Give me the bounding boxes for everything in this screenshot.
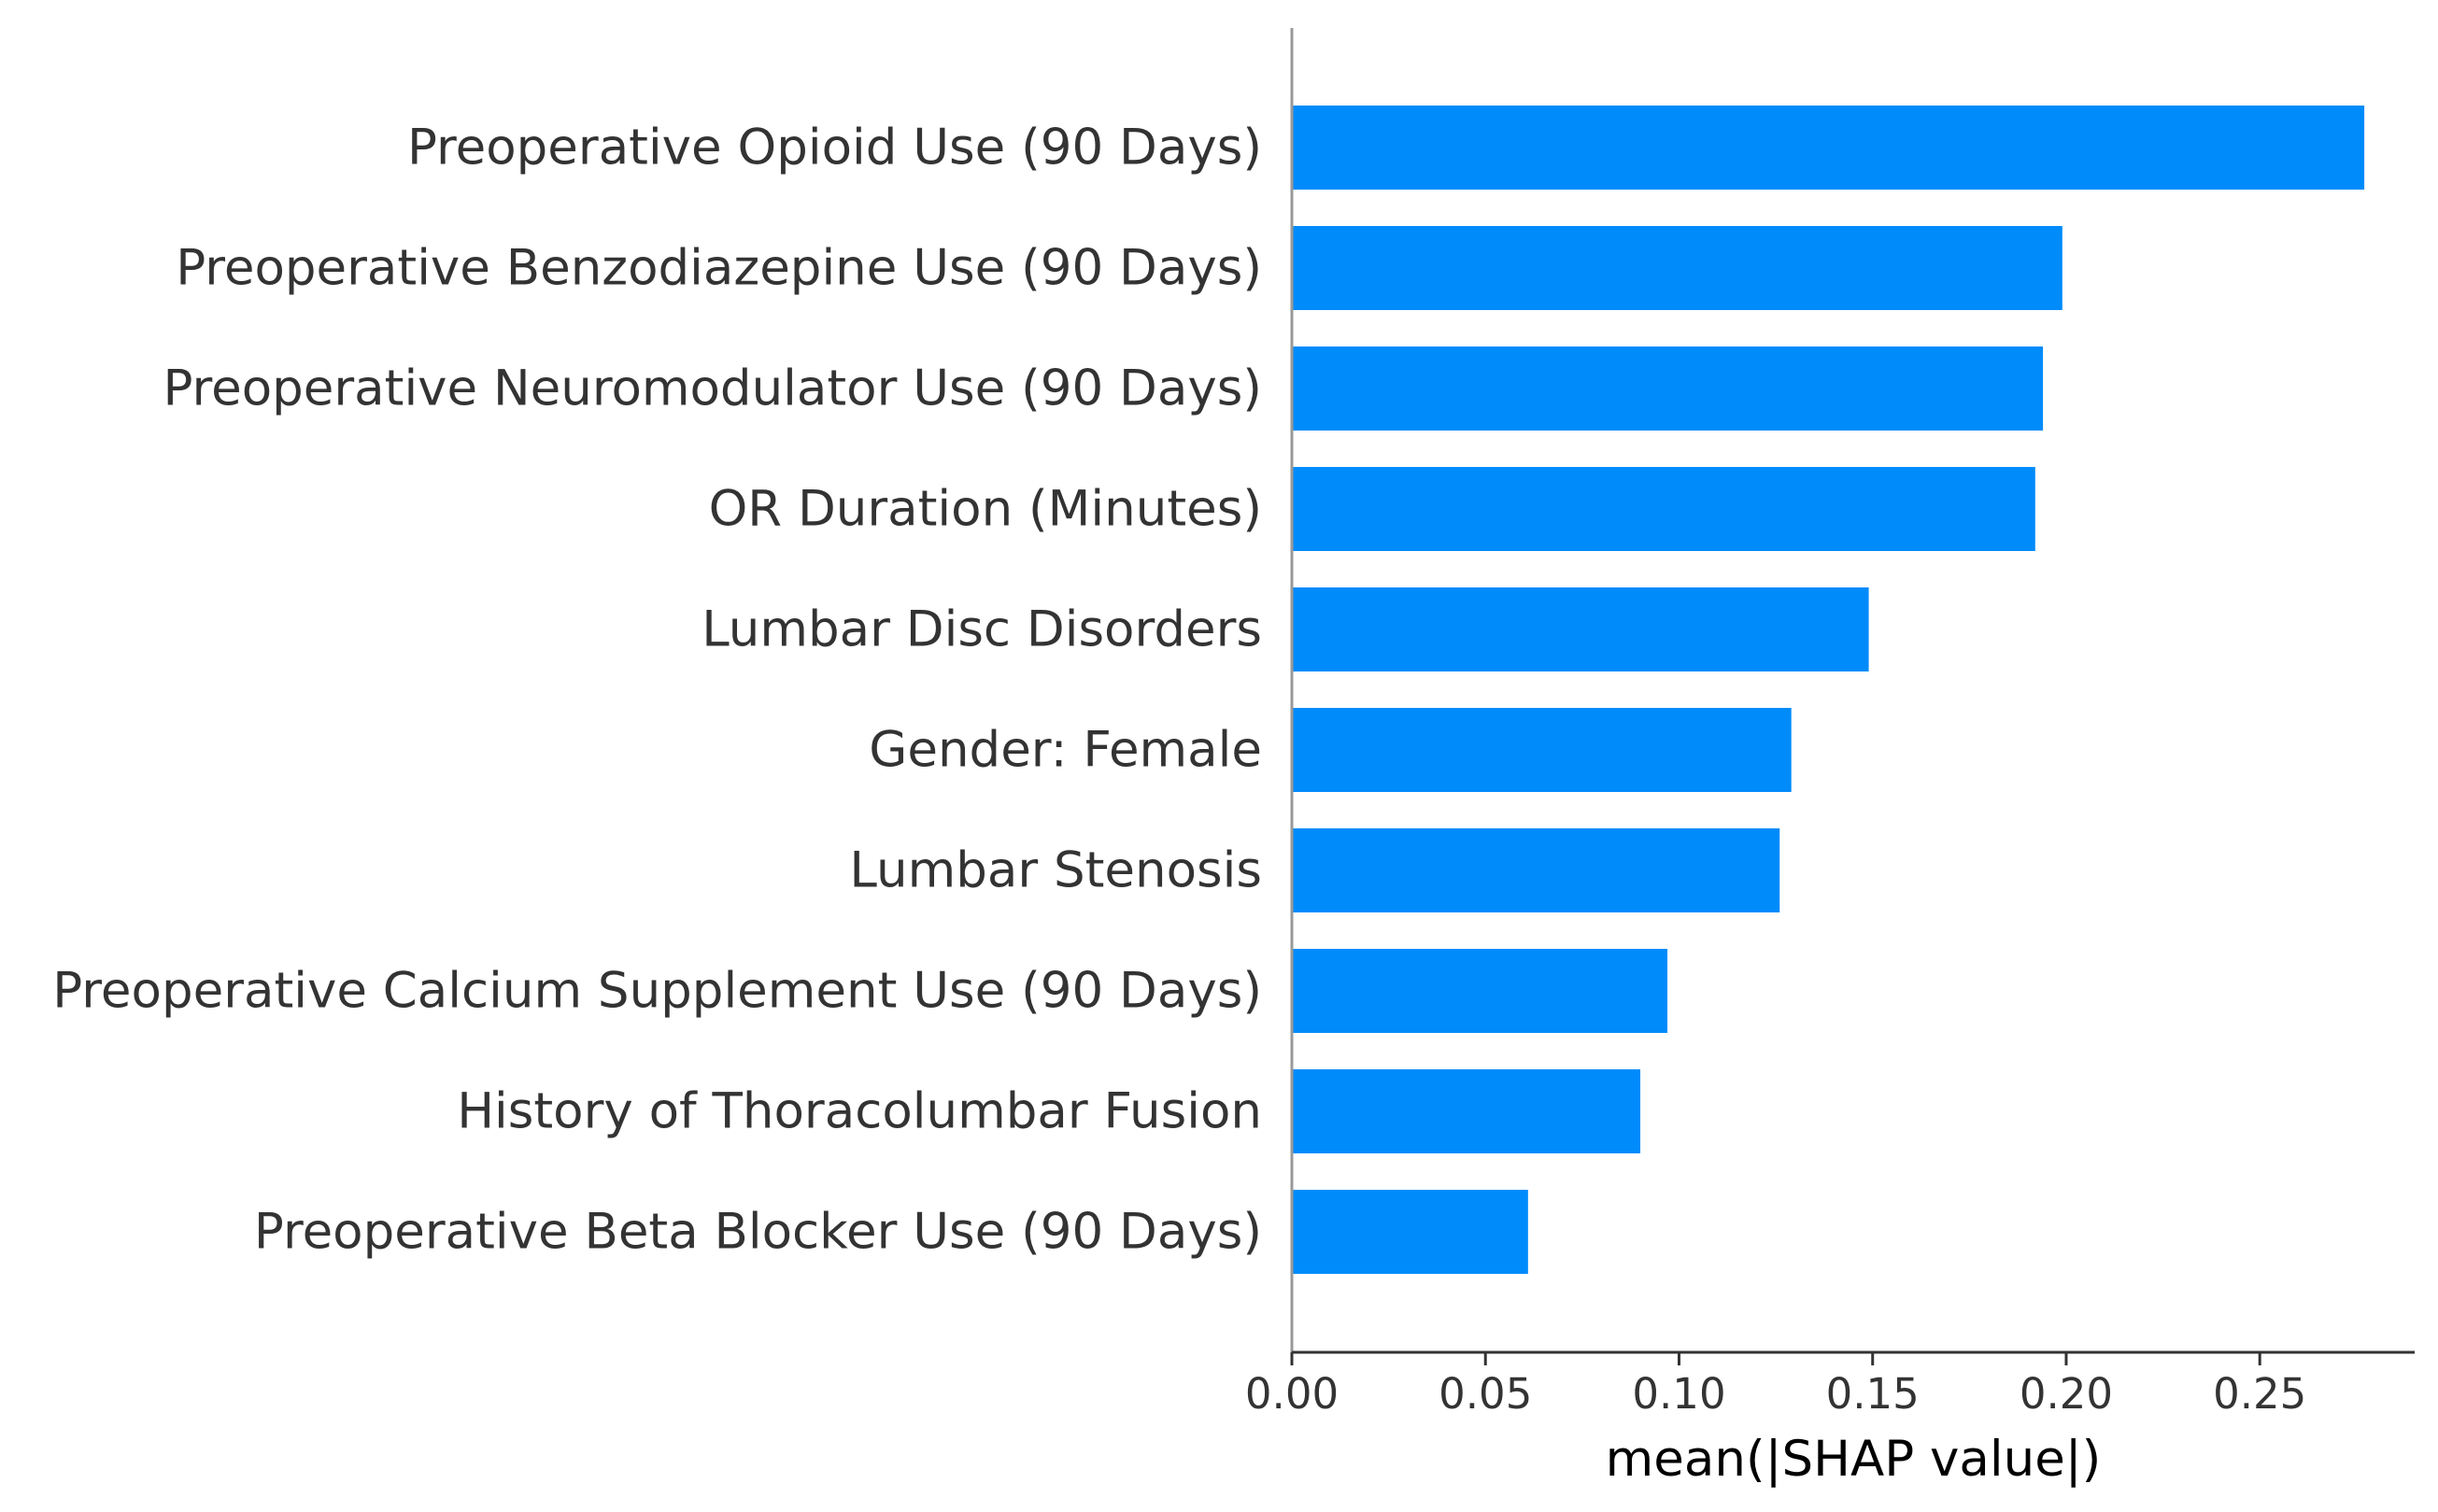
x-tick-label-6: 0.25 [2213,1369,2306,1419]
bars-layer [1292,106,2365,1274]
bar-7 [1292,828,1780,912]
x-tick-label-3: 0.10 [1632,1369,1725,1419]
y-tick-label-6: Gender: Female [869,722,1262,779]
y-tick-label-2: Preoperative Benzodiazepine Use (90 Days… [176,240,1262,297]
y-tick-label-1: Preoperative Opioid Use (90 Days) [407,120,1262,177]
y-tick-label-3: Preoperative Neuromodulator Use (90 Days… [163,360,1262,417]
x-tick-label-1: 0.00 [1245,1369,1339,1419]
y-tick-labels: Preoperative Opioid Use (90 Days) Preoper… [52,120,1262,1261]
bar-10 [1292,1190,1528,1274]
x-axis-label: mean(|SHAP value|) [1606,1431,2102,1488]
bar-4 [1292,467,2035,551]
y-tick-label-8: Preoperative Calcium Supplement Use (90 … [52,963,1262,1020]
bar-8 [1292,949,1668,1033]
y-tick-label-5: Lumbar Disc Disorders [702,601,1262,658]
bar-5 [1292,587,1869,671]
y-tick-label-9: History of Thoracolumbar Fusion [457,1083,1262,1140]
y-tick-label-4: OR Duration (Minutes) [709,481,1262,538]
x-tick-label-5: 0.20 [2020,1369,2113,1419]
bar-3 [1292,346,2044,431]
y-tick-label-10: Preoperative Beta Blocker Use (90 Days) [254,1204,1262,1261]
x-ticks: 0.00 0.05 0.10 0.15 0.20 0.25 [1245,1352,2306,1419]
x-tick-label-2: 0.05 [1439,1369,1532,1419]
bar-9 [1292,1069,1641,1153]
x-tick-label-4: 0.15 [1826,1369,1920,1419]
bar-6 [1292,708,1792,792]
bar-2 [1292,226,2062,310]
y-tick-label-7: Lumbar Stenosis [849,842,1262,899]
bar-1 [1292,106,2365,190]
